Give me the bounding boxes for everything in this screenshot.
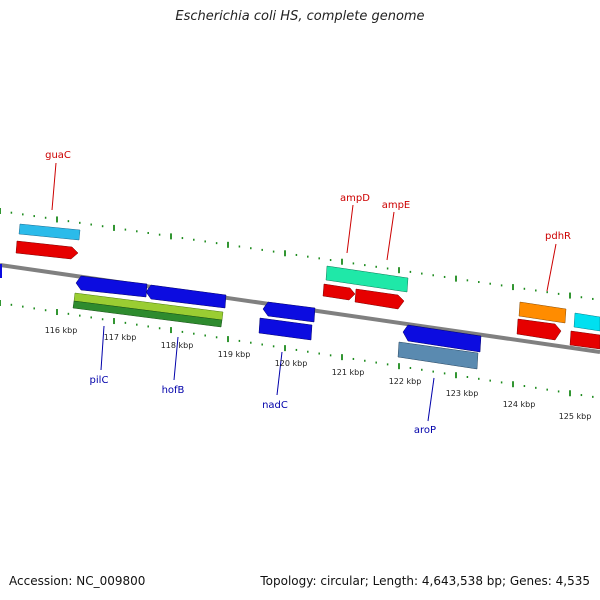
feature-cyan-2[interactable] xyxy=(573,312,600,332)
accession-text: Accession: NC_009800 xyxy=(9,574,146,588)
feature-orange[interactable] xyxy=(518,301,567,324)
leader-ampD xyxy=(346,204,354,254)
ruler-label-117: 117 kbp xyxy=(104,333,137,342)
gene-label-aroP[interactable]: aroP xyxy=(414,425,436,436)
gene-label-ampD[interactable]: ampD xyxy=(340,193,370,204)
map-title: Escherichia coli HS, complete genome xyxy=(175,9,425,24)
ruler-label-120: 120 kbp xyxy=(275,359,308,368)
gene-label-ampE[interactable]: ampE xyxy=(382,200,411,211)
feature-guaC-arrow[interactable] xyxy=(15,240,79,260)
gene-label-pilC[interactable]: pilC xyxy=(90,375,109,386)
gene-label-guaC[interactable]: guaC xyxy=(45,150,71,161)
ruler-label-121: 121 kbp xyxy=(332,368,365,377)
leader-pilC xyxy=(100,325,105,371)
leader-nadC xyxy=(276,351,283,396)
topology-summary: Topology: circular; Length: 4,643,538 bp… xyxy=(260,574,590,588)
feature-aroP-arrow[interactable] xyxy=(402,324,482,353)
leader-pdhR xyxy=(546,243,557,292)
ruler-label-116: 116 kbp xyxy=(45,326,78,335)
leader-hofB xyxy=(173,336,179,381)
feature-nadC-arrow-upper[interactable] xyxy=(262,301,316,323)
feature-steel-block[interactable] xyxy=(397,341,479,370)
feature-ampE-arrow[interactable] xyxy=(354,288,405,310)
ruler-label-123: 123 kbp xyxy=(446,389,479,398)
leader-aroP xyxy=(427,377,435,422)
gene-label-hofB[interactable]: hofB xyxy=(162,385,185,396)
ruler-label-119: 119 kbp xyxy=(218,350,251,359)
feature-blue-edge[interactable] xyxy=(0,264,2,278)
feature-pilC-arrow[interactable] xyxy=(75,275,148,298)
ruler-label-122: 122 kbp xyxy=(389,377,422,386)
feature-dark-green-block[interactable] xyxy=(72,300,223,328)
forward-ruler-ticks xyxy=(0,208,594,300)
feature-red-edge[interactable] xyxy=(569,330,600,350)
feature-ampD-arrow[interactable] xyxy=(322,283,356,301)
feature-hofB-arrow[interactable] xyxy=(145,284,227,309)
leader-ampE xyxy=(386,211,395,261)
feature-cyan-1[interactable] xyxy=(18,223,81,241)
leader-guaC xyxy=(51,162,57,211)
gene-label-pdhR[interactable]: pdhR xyxy=(545,231,571,242)
reverse-ruler-ticks xyxy=(0,300,594,398)
feature-pdhR-arrow[interactable] xyxy=(516,318,562,341)
feature-ampD-block[interactable] xyxy=(325,265,409,293)
ruler-label-125: 125 kbp xyxy=(559,412,592,421)
ruler-label-118: 118 kbp xyxy=(161,341,194,350)
ruler-label-124: 124 kbp xyxy=(503,400,536,409)
feature-nadC-block[interactable] xyxy=(258,317,313,341)
gene-label-nadC[interactable]: nadC xyxy=(262,400,288,411)
